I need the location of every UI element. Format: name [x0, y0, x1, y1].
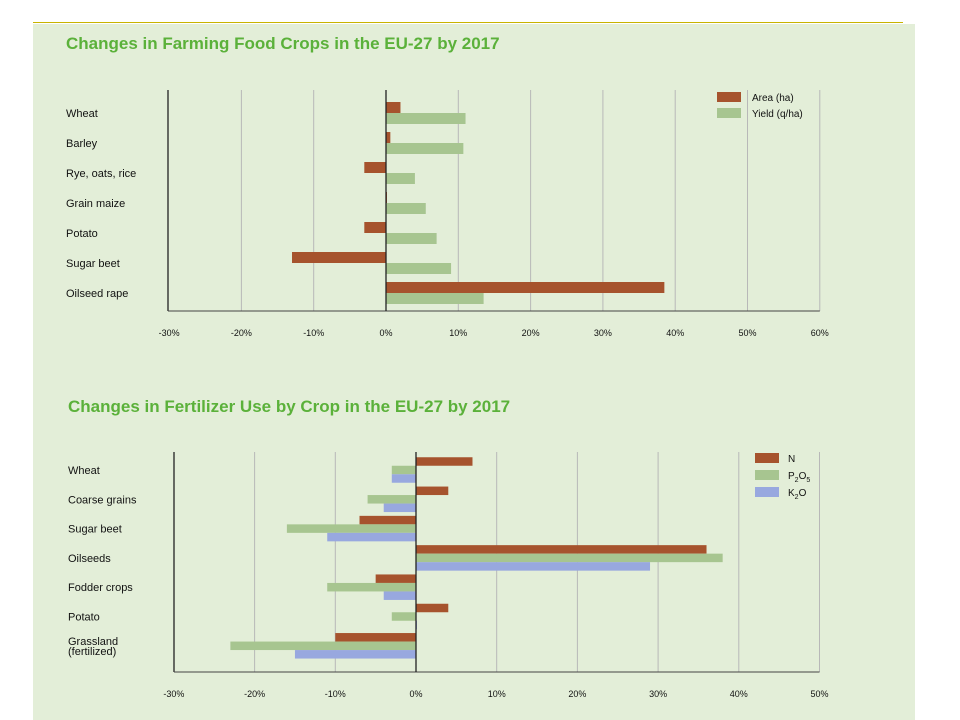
bar-yield-q-ha-wheat [386, 113, 466, 124]
x-tick-label: 20% [522, 328, 540, 338]
bar-n-grassland-fertilized [335, 633, 416, 642]
bar-area-ha-potato [364, 222, 386, 233]
bar-n-sugar-beet [359, 515, 416, 525]
x-tick-label: -30% [159, 328, 180, 338]
category-label: Wheat [68, 465, 100, 477]
bar-yield-q-ha-sugar-beet [386, 263, 452, 274]
x-tick-label: 60% [811, 328, 829, 338]
bar-k2o-sugar-beet [327, 532, 416, 542]
x-tick-label: 0% [409, 689, 422, 699]
bar-yield-q-ha-barley [386, 143, 464, 154]
legend-swatch-n [755, 453, 779, 463]
x-tick-label: 40% [666, 328, 684, 338]
bar-n-wheat [416, 457, 473, 466]
bar-n-oilseeds [416, 545, 707, 554]
bar-yield-q-ha-oilseed-rape [386, 293, 484, 304]
bar-yield-q-ha-potato [386, 233, 437, 244]
bar-k2o-oilseeds [416, 562, 651, 571]
x-tick-label: 0% [379, 328, 392, 338]
bar-yield-q-ha-grain-maize [386, 203, 426, 214]
bar-k2o-wheat [391, 474, 416, 483]
bar-k2o-coarse-grains [383, 503, 416, 513]
legend-swatch-area-ha [717, 92, 741, 102]
legend-swatch-yield-q-ha [717, 108, 741, 118]
bar-p2o5-grassland-fertilized [230, 641, 416, 651]
legend-swatch-k2o [755, 487, 779, 497]
legend-label-area-ha: Area (ha) [752, 93, 794, 104]
category-label: Oilseed rape [66, 288, 128, 300]
legend-label-p2o5: P2O5 [788, 471, 810, 484]
bar-area-ha-barley [386, 132, 391, 143]
bar-p2o5-fodder-crops [327, 582, 416, 592]
bar-k2o-fodder-crops [383, 591, 416, 600]
bar-n-potato [416, 603, 449, 613]
x-tick-label: 30% [649, 689, 667, 699]
category-label: Oilseeds [68, 553, 111, 565]
x-tick-label: -10% [325, 689, 346, 699]
x-tick-label: -20% [244, 689, 265, 699]
legend-label-k2o: K2O [788, 488, 807, 501]
chart-panel [33, 24, 915, 720]
x-tick-label: -20% [231, 328, 252, 338]
x-tick-label: 50% [738, 328, 756, 338]
bar-n-coarse-grains [416, 486, 449, 496]
bar-p2o5-sugar-beet [286, 524, 416, 533]
category-label: Wheat [66, 108, 98, 120]
legend-label-n: N [788, 454, 795, 465]
category-label: Potato [68, 612, 100, 624]
x-tick-label: -30% [163, 689, 184, 699]
x-tick-label: 10% [449, 328, 467, 338]
x-tick-label: 20% [568, 689, 586, 699]
x-tick-label: 50% [810, 689, 828, 699]
category-label: Grassland [68, 636, 118, 648]
x-tick-label: 40% [730, 689, 748, 699]
bar-area-ha-rye-oats-rice [364, 162, 386, 173]
bar-area-ha-oilseed-rape [386, 282, 665, 293]
bar-k2o-grassland-fertilized [294, 650, 416, 659]
legend-label-yield-q-ha: Yield (q/ha) [752, 109, 803, 120]
category-label: Barley [66, 138, 98, 150]
category-label: Rye, oats, rice [66, 168, 136, 180]
chart-title-fertilizer: Changes in Fertilizer Use by Crop in the… [68, 397, 511, 416]
x-tick-label: -10% [303, 328, 324, 338]
x-tick-label: 10% [488, 689, 506, 699]
bar-area-ha-sugar-beet [292, 252, 386, 263]
category-label: Coarse grains [68, 494, 137, 506]
chart-title-crops: Changes in Farming Food Crops in the EU-… [66, 34, 500, 53]
category-label: Sugar beet [68, 524, 122, 536]
category-label: Fodder crops [68, 582, 133, 594]
bar-yield-q-ha-rye-oats-rice [386, 173, 415, 184]
bar-p2o5-wheat [391, 465, 416, 475]
x-tick-label: 30% [594, 328, 612, 338]
bar-p2o5-coarse-grains [367, 495, 416, 504]
bar-n-fodder-crops [375, 574, 416, 583]
bar-p2o5-oilseeds [416, 553, 723, 563]
top-rule [33, 22, 903, 23]
bar-p2o5-potato [391, 612, 416, 621]
category-label: Potato [66, 228, 98, 240]
bar-area-ha-wheat [386, 102, 401, 113]
legend-swatch-p2o5 [755, 470, 779, 480]
category-label: (fertilized) [68, 646, 116, 658]
category-label: Sugar beet [66, 258, 120, 270]
category-label: Grain maize [66, 198, 125, 210]
